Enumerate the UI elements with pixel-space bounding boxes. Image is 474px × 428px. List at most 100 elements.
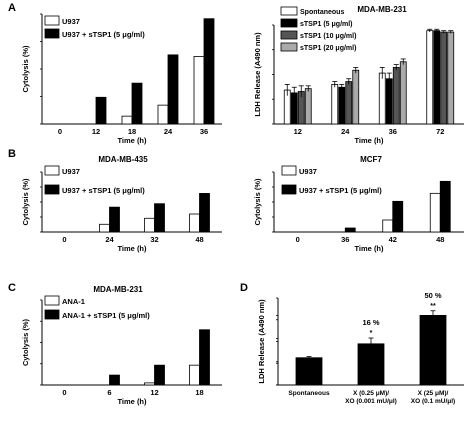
bar	[338, 86, 346, 125]
legend-swatch	[281, 184, 297, 195]
chart-b-left: MDA-MB-435 Cytolysis (%) Time (h) 0 24 32 48 U9…	[21, 155, 222, 253]
x-tick-label: 18	[128, 127, 136, 136]
legend-swatch	[280, 18, 298, 28]
chart-title: MDA-MB-231	[93, 285, 143, 294]
x-tick-label: 32	[150, 235, 158, 244]
legend-label: U937 + sTSP1 (5 μg/ml)	[62, 30, 145, 39]
panel-label-c: C	[8, 282, 16, 294]
x-tick-label: 72	[436, 127, 444, 136]
legend-label: ANA-1	[62, 297, 85, 306]
legend-swatch	[44, 165, 60, 176]
bar	[426, 30, 434, 125]
bar	[382, 219, 394, 233]
bar	[399, 61, 407, 125]
bar	[189, 213, 200, 233]
legend-label: sTSP1 (20 μg/ml)	[300, 45, 356, 52]
y-axis-label: Cytolysis (%)	[253, 178, 262, 226]
x-tick-label: X (25 μM)/	[418, 390, 449, 397]
x-axis-label: Time (h)	[354, 244, 384, 253]
legend-swatch	[44, 28, 60, 39]
bar	[345, 81, 353, 125]
legend-swatch	[44, 184, 60, 195]
bar	[203, 18, 215, 125]
y-axis-label: Cytolysis (%)	[21, 45, 30, 93]
bar	[199, 193, 210, 233]
bar	[439, 180, 451, 233]
legend-label: U937 + sTSP1 (5 μg/ml)	[299, 186, 382, 195]
legend-swatch	[280, 6, 298, 16]
bar	[429, 192, 441, 233]
x-tick-label: 36	[200, 127, 208, 136]
legend-label: sTSP1 (5 μg/ml)	[300, 21, 353, 28]
x-tick-label: 42	[389, 235, 397, 244]
bar	[167, 54, 179, 125]
chart-d: LDH Release (A490 nm) Spontaneous X (0.25 …	[257, 291, 464, 405]
legend-swatch	[280, 30, 298, 40]
y-axis-label: LDH Release (A490 nm)	[257, 299, 266, 384]
bar	[193, 56, 205, 125]
x-tick-label: 18	[195, 388, 203, 397]
bar	[189, 364, 200, 386]
x-axis-label: Time (h)	[117, 136, 147, 145]
bar	[95, 96, 107, 125]
x-tick-label: 12	[150, 388, 158, 397]
bar	[144, 217, 155, 233]
x-axis-label: Time (h)	[354, 136, 384, 145]
bar	[440, 31, 448, 125]
y-axis-label: Cytolysis (%)	[21, 178, 30, 226]
panel-label-d: D	[240, 282, 248, 294]
legend-label: U937	[62, 17, 80, 26]
x-tick-label: 0	[62, 235, 66, 244]
percent-annotation: 50 %	[424, 291, 441, 300]
legend-label: ANA-1 + sTSP1 (5 μg/ml)	[62, 311, 150, 320]
x-tick-label: 12	[294, 127, 302, 136]
x-tick-label: 48	[195, 235, 203, 244]
x-tick-label: 0	[58, 127, 62, 136]
bar	[131, 82, 143, 125]
x-tick-label: 12	[92, 127, 100, 136]
x-tick-label: 48	[436, 235, 444, 244]
x-tick-label: 36	[389, 127, 397, 136]
legend-swatch	[44, 15, 60, 26]
legend-swatch	[281, 165, 297, 176]
x-tick-label: 24	[105, 235, 114, 244]
legend-swatch	[44, 295, 60, 306]
legend-label: U937 + sTSP1 (5 μg/ml)	[62, 186, 145, 195]
bar	[352, 69, 360, 125]
x-tick-label: X (0.25 μM)/	[353, 390, 389, 397]
legend-swatch	[280, 42, 298, 52]
bar	[331, 84, 339, 125]
bar	[199, 329, 210, 386]
x-tick-label: Spontaneous	[288, 390, 330, 397]
bar	[433, 30, 441, 125]
chart-a-left: Cytolysis (%) Time (h) 0 12 18 24 36 U937 U937 +…	[21, 13, 222, 145]
chart-a-right: MDA-MB-231 LDH Release (A490 nm) Time (h) 1…	[253, 5, 464, 145]
x-tick-label: 0	[296, 235, 300, 244]
panel-label-b: B	[8, 148, 16, 160]
x-tick-label: XO (0.1 mU/μl)	[411, 398, 455, 405]
x-tick-label: 24	[164, 127, 173, 136]
legend-label: Spontaneous	[300, 9, 344, 16]
x-tick-label: 6	[107, 388, 111, 397]
x-axis-label: Time (h)	[117, 397, 147, 406]
bar	[154, 203, 165, 233]
chart-title: MCF7	[360, 155, 382, 164]
x-tick-label: 24	[341, 127, 350, 136]
bar	[344, 227, 356, 233]
chart-title: MDA-MB-231	[357, 5, 407, 14]
legend-swatch	[44, 309, 60, 320]
chart-title: MDA-MB-435	[98, 155, 148, 164]
bar	[447, 31, 455, 125]
bar	[357, 343, 385, 386]
x-axis-label: Time (h)	[117, 244, 147, 253]
bar	[157, 104, 169, 125]
bar	[144, 382, 155, 386]
percent-annotation: 16 %	[362, 318, 379, 327]
x-tick-label: XO (0.001 mU/μl)	[345, 398, 397, 405]
bar	[121, 115, 133, 125]
bar	[419, 314, 447, 386]
y-axis-label: LDH Release (A490 nm)	[253, 32, 262, 117]
x-tick-label: 0	[62, 388, 66, 397]
chart-c: MDA-MB-231 Cytolysis (%) Time (h) 0 6 12 18 ANA…	[21, 285, 222, 406]
